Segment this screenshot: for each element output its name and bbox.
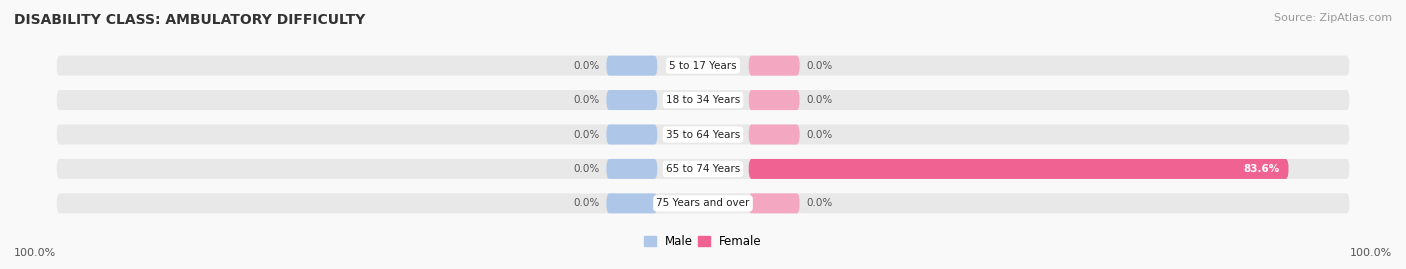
FancyBboxPatch shape bbox=[56, 193, 1350, 213]
Text: 100.0%: 100.0% bbox=[14, 248, 56, 258]
Text: 5 to 17 Years: 5 to 17 Years bbox=[669, 61, 737, 71]
Text: 0.0%: 0.0% bbox=[574, 95, 599, 105]
Text: 0.0%: 0.0% bbox=[807, 95, 832, 105]
Text: Source: ZipAtlas.com: Source: ZipAtlas.com bbox=[1274, 13, 1392, 23]
FancyBboxPatch shape bbox=[748, 125, 800, 144]
FancyBboxPatch shape bbox=[56, 90, 1350, 110]
Text: 0.0%: 0.0% bbox=[574, 129, 599, 140]
FancyBboxPatch shape bbox=[748, 193, 800, 213]
Text: 0.0%: 0.0% bbox=[807, 61, 832, 71]
Text: 0.0%: 0.0% bbox=[574, 198, 599, 208]
FancyBboxPatch shape bbox=[606, 193, 658, 213]
Text: 0.0%: 0.0% bbox=[574, 61, 599, 71]
Text: 100.0%: 100.0% bbox=[1350, 248, 1392, 258]
Text: 35 to 64 Years: 35 to 64 Years bbox=[666, 129, 740, 140]
Text: DISABILITY CLASS: AMBULATORY DIFFICULTY: DISABILITY CLASS: AMBULATORY DIFFICULTY bbox=[14, 13, 366, 27]
FancyBboxPatch shape bbox=[56, 159, 1350, 179]
FancyBboxPatch shape bbox=[56, 125, 1350, 144]
Text: 18 to 34 Years: 18 to 34 Years bbox=[666, 95, 740, 105]
FancyBboxPatch shape bbox=[748, 90, 800, 110]
Text: 83.6%: 83.6% bbox=[1243, 164, 1279, 174]
Text: 0.0%: 0.0% bbox=[807, 129, 832, 140]
FancyBboxPatch shape bbox=[748, 159, 1289, 179]
FancyBboxPatch shape bbox=[748, 56, 800, 76]
FancyBboxPatch shape bbox=[606, 90, 658, 110]
Legend: Male, Female: Male, Female bbox=[640, 230, 766, 253]
FancyBboxPatch shape bbox=[56, 56, 1350, 76]
FancyBboxPatch shape bbox=[606, 56, 658, 76]
Text: 0.0%: 0.0% bbox=[807, 198, 832, 208]
FancyBboxPatch shape bbox=[606, 159, 658, 179]
FancyBboxPatch shape bbox=[606, 125, 658, 144]
Text: 65 to 74 Years: 65 to 74 Years bbox=[666, 164, 740, 174]
Text: 0.0%: 0.0% bbox=[574, 164, 599, 174]
Text: 75 Years and over: 75 Years and over bbox=[657, 198, 749, 208]
